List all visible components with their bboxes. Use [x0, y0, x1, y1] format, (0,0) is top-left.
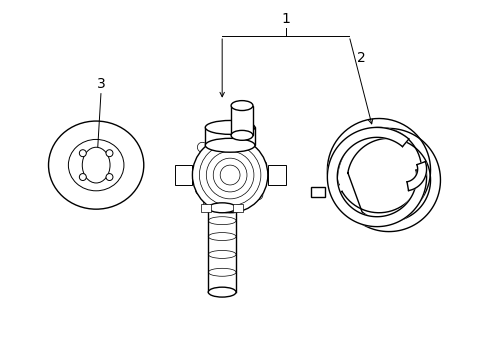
Ellipse shape — [48, 121, 143, 209]
Circle shape — [79, 174, 86, 180]
Ellipse shape — [68, 139, 123, 191]
Text: 1: 1 — [281, 12, 289, 26]
Bar — [205, 127, 254, 145]
Ellipse shape — [231, 100, 252, 111]
Text: 3: 3 — [97, 77, 105, 91]
Ellipse shape — [205, 121, 254, 134]
Ellipse shape — [205, 138, 254, 152]
Circle shape — [256, 160, 266, 170]
Circle shape — [106, 174, 113, 180]
Circle shape — [244, 135, 254, 145]
Circle shape — [79, 150, 86, 157]
Circle shape — [195, 185, 205, 195]
FancyBboxPatch shape — [267, 165, 285, 185]
Circle shape — [106, 150, 113, 157]
Bar — [311, 187, 325, 197]
Polygon shape — [337, 129, 440, 231]
Bar — [201, 204, 211, 212]
Polygon shape — [326, 118, 429, 222]
Ellipse shape — [208, 203, 236, 213]
Circle shape — [197, 142, 207, 152]
FancyBboxPatch shape — [174, 165, 192, 185]
Polygon shape — [326, 127, 426, 227]
Circle shape — [203, 198, 213, 208]
Bar — [233, 204, 243, 212]
Circle shape — [192, 137, 267, 213]
Circle shape — [252, 190, 263, 200]
Ellipse shape — [82, 147, 110, 183]
Ellipse shape — [231, 130, 252, 140]
Bar — [231, 105, 252, 135]
Text: 2: 2 — [356, 51, 365, 65]
Ellipse shape — [208, 287, 236, 297]
Polygon shape — [406, 162, 426, 190]
